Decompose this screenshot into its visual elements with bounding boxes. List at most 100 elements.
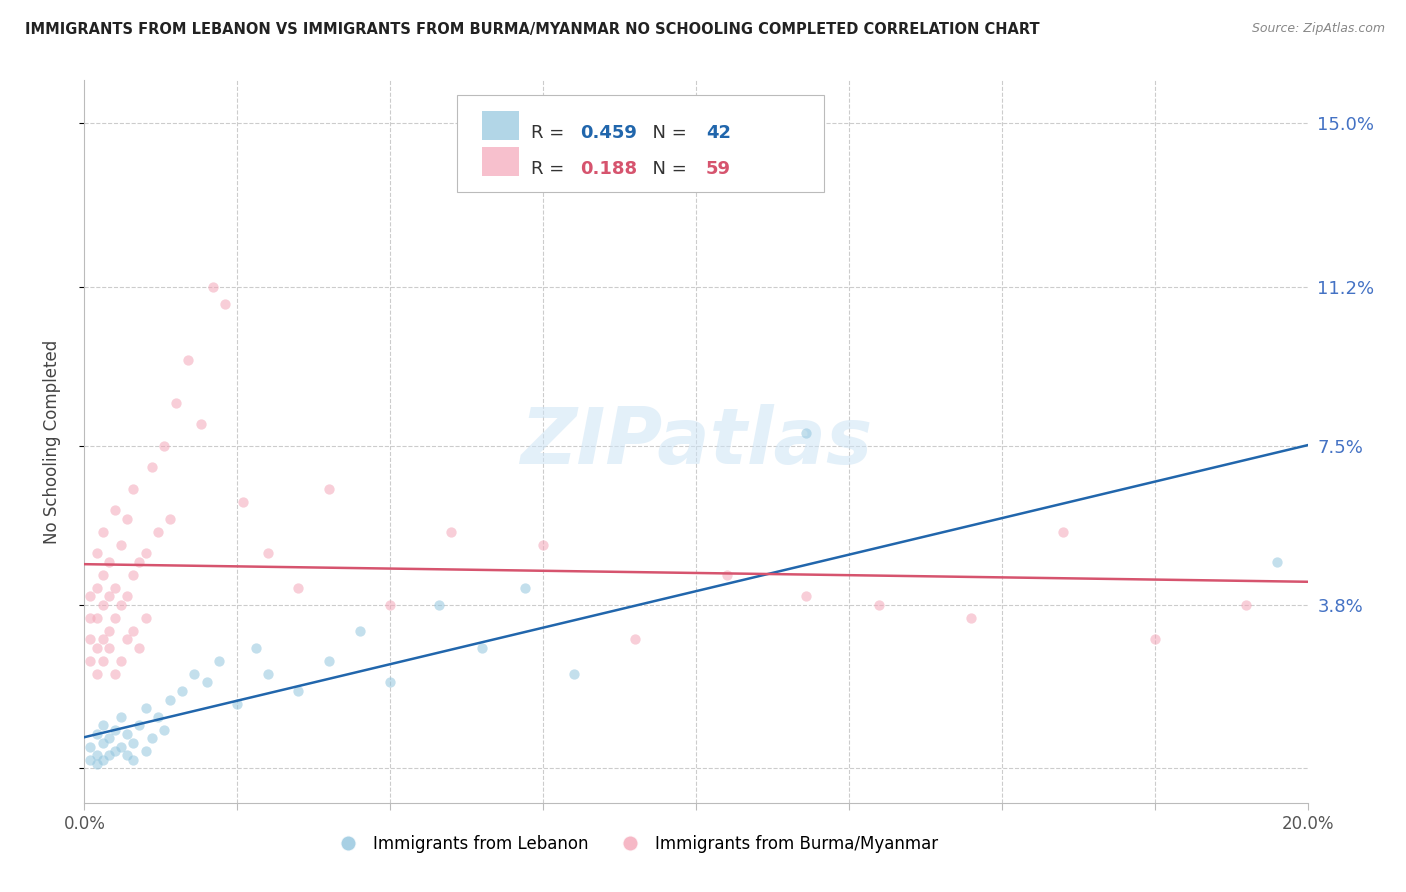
Point <box>128 718 150 732</box>
Point <box>104 611 127 625</box>
Point <box>135 611 157 625</box>
Point <box>115 727 138 741</box>
Point <box>531 538 554 552</box>
Point <box>165 396 187 410</box>
Point <box>86 546 108 560</box>
Point <box>97 590 120 604</box>
Point <box>1143 632 1166 647</box>
Point <box>287 684 309 698</box>
Point <box>226 697 249 711</box>
Point <box>110 538 132 552</box>
Text: 0.188: 0.188 <box>579 161 637 178</box>
Point <box>716 567 738 582</box>
Point <box>122 567 145 582</box>
Point <box>208 654 231 668</box>
Text: N =: N = <box>641 124 692 142</box>
FancyBboxPatch shape <box>482 147 519 177</box>
Point <box>79 632 101 647</box>
Point <box>349 624 371 638</box>
Point <box>190 417 212 432</box>
Point <box>115 590 138 604</box>
Point <box>115 512 138 526</box>
Point <box>79 654 101 668</box>
Point <box>440 524 463 539</box>
Point <box>104 723 127 737</box>
Point <box>115 632 138 647</box>
Point <box>172 684 194 698</box>
Point <box>153 439 176 453</box>
Point <box>91 567 114 582</box>
Point <box>104 666 127 681</box>
Point <box>513 581 536 595</box>
Point <box>86 748 108 763</box>
Point <box>257 666 280 681</box>
Point <box>86 757 108 772</box>
Point <box>86 581 108 595</box>
Point <box>624 632 647 647</box>
Point <box>232 494 254 508</box>
Y-axis label: No Schooling Completed: No Schooling Completed <box>42 340 60 543</box>
Point <box>104 581 127 595</box>
Point <box>257 546 280 560</box>
Text: N =: N = <box>641 161 692 178</box>
Point <box>104 744 127 758</box>
Point <box>86 666 108 681</box>
Point <box>146 524 169 539</box>
Point <box>869 598 891 612</box>
Point <box>1052 524 1074 539</box>
Point <box>287 581 309 595</box>
Point <box>122 482 145 496</box>
Point <box>91 718 114 732</box>
Point <box>86 727 108 741</box>
Point <box>183 666 205 681</box>
Point <box>86 640 108 655</box>
Point <box>110 710 132 724</box>
Text: R =: R = <box>531 124 569 142</box>
Point <box>122 735 145 749</box>
Point <box>79 753 101 767</box>
Point <box>177 352 200 367</box>
Point <box>195 675 218 690</box>
Point <box>201 279 224 293</box>
Point <box>794 425 817 440</box>
Point <box>128 640 150 655</box>
Point <box>135 744 157 758</box>
Point <box>245 640 267 655</box>
Point <box>1236 598 1258 612</box>
Text: Source: ZipAtlas.com: Source: ZipAtlas.com <box>1251 22 1385 36</box>
Legend: Immigrants from Lebanon, Immigrants from Burma/Myanmar: Immigrants from Lebanon, Immigrants from… <box>325 828 945 860</box>
Text: R =: R = <box>531 161 569 178</box>
Point <box>427 598 450 612</box>
FancyBboxPatch shape <box>482 112 519 140</box>
Point <box>214 297 236 311</box>
Point <box>794 590 817 604</box>
Point <box>91 654 114 668</box>
Point <box>122 624 145 638</box>
Point <box>91 735 114 749</box>
Point <box>380 598 402 612</box>
Point <box>146 710 169 724</box>
Text: IMMIGRANTS FROM LEBANON VS IMMIGRANTS FROM BURMA/MYANMAR NO SCHOOLING COMPLETED : IMMIGRANTS FROM LEBANON VS IMMIGRANTS FR… <box>25 22 1040 37</box>
Point <box>79 611 101 625</box>
Point <box>1265 555 1288 569</box>
Point <box>91 598 114 612</box>
Point <box>97 748 120 763</box>
Point <box>159 512 181 526</box>
Point <box>135 701 157 715</box>
Text: 0.459: 0.459 <box>579 124 637 142</box>
Point <box>128 555 150 569</box>
Point <box>141 731 163 746</box>
Point <box>110 654 132 668</box>
Text: 42: 42 <box>706 124 731 142</box>
Point <box>562 666 585 681</box>
Point <box>97 555 120 569</box>
FancyBboxPatch shape <box>457 95 824 193</box>
Point <box>79 590 101 604</box>
Point <box>153 723 176 737</box>
Point <box>471 640 494 655</box>
Point <box>97 640 120 655</box>
Point <box>110 739 132 754</box>
Point <box>960 611 983 625</box>
Point <box>318 482 340 496</box>
Point <box>115 748 138 763</box>
